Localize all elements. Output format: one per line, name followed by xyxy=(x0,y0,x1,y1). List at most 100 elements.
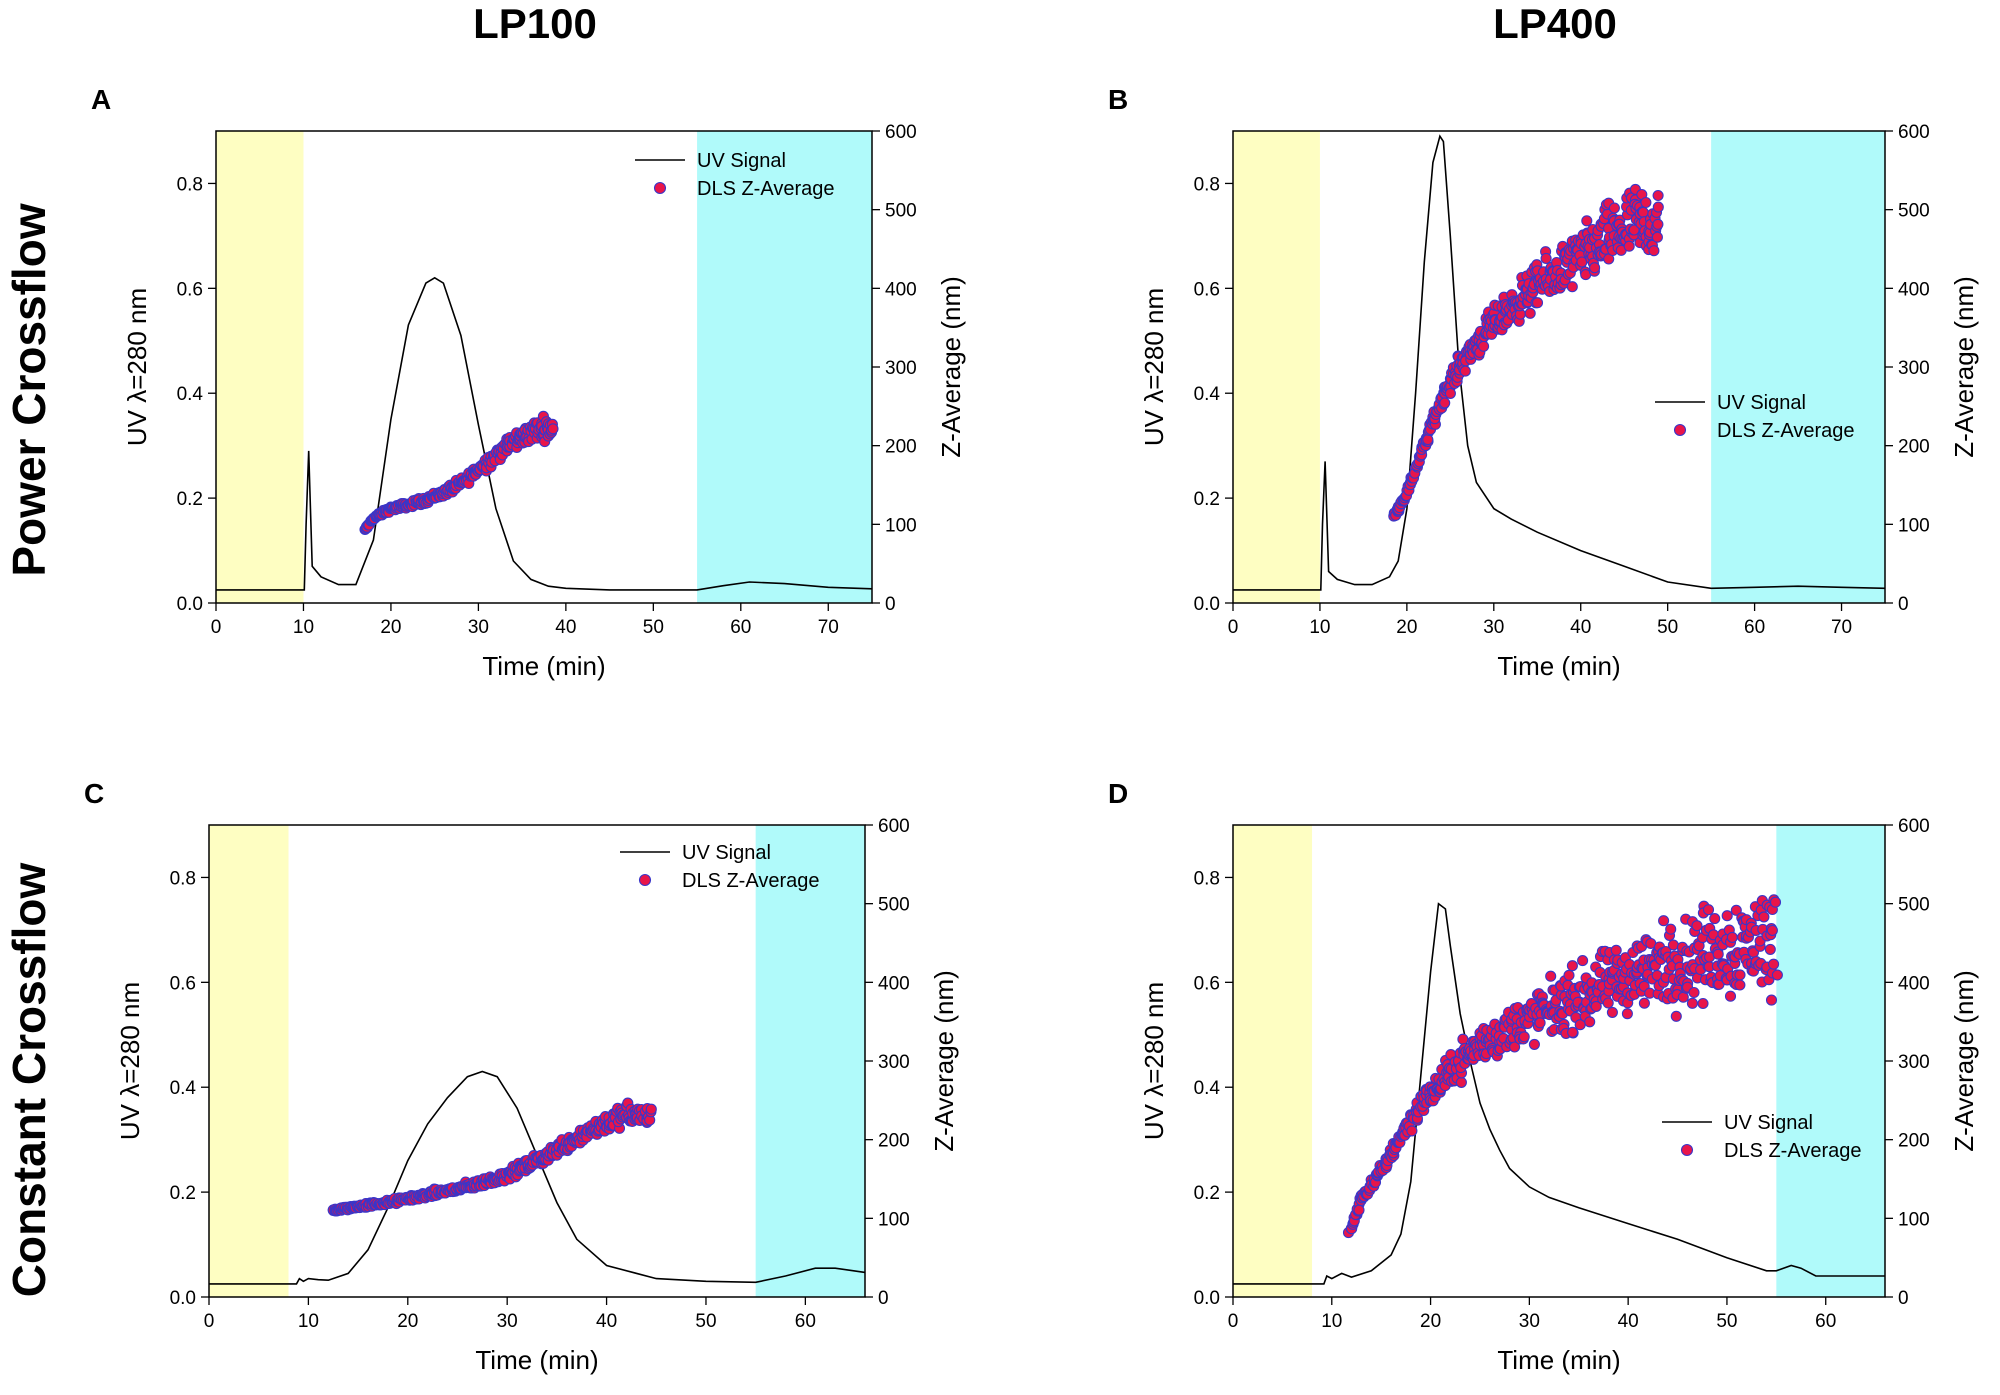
legend-dls-label: DLS Z-Average xyxy=(682,870,819,892)
y2-tick-label: 0 xyxy=(885,594,896,615)
x-tick-label: 20 xyxy=(1420,1311,1441,1332)
dls-point xyxy=(1721,910,1733,922)
dls-point xyxy=(1765,994,1778,1006)
y2-tick-label: 100 xyxy=(878,1209,910,1230)
y2-tick-label: 600 xyxy=(878,816,910,837)
dls-point xyxy=(1353,1204,1365,1216)
x-tick-label: 30 xyxy=(497,1311,518,1332)
y-tick-label: 0.8 xyxy=(1194,174,1220,195)
dls-point xyxy=(1726,931,1738,943)
y2-tick-label: 200 xyxy=(1898,1131,1930,1152)
y2-tick-label: 0 xyxy=(1898,1288,1909,1309)
y-axis-label: UV λ=280 nm xyxy=(122,288,152,446)
y2-tick-label: 500 xyxy=(885,201,917,222)
dls-point xyxy=(1709,913,1721,925)
x-tick-label: 20 xyxy=(380,617,401,638)
dls-point xyxy=(1545,970,1557,982)
y2-tick-label: 0 xyxy=(1898,594,1909,615)
dls-point xyxy=(645,1103,657,1115)
legend-uv-label: UV Signal xyxy=(1724,1112,1813,1134)
x-tick-label: 50 xyxy=(643,617,664,638)
x-tick-label: 70 xyxy=(818,617,839,638)
x-tick-label: 0 xyxy=(204,1311,215,1332)
y-tick-label: 0.0 xyxy=(1194,1288,1220,1309)
uv-signal-line xyxy=(1233,134,1886,591)
x-tick-label: 0 xyxy=(211,617,222,638)
dls-point xyxy=(1652,189,1664,202)
dls-point xyxy=(1667,939,1679,951)
dls-point xyxy=(1602,997,1614,1009)
dls-point xyxy=(1478,340,1490,352)
y-tick-label: 0.6 xyxy=(170,973,196,994)
dls-point xyxy=(1608,202,1620,214)
band-yellow xyxy=(1233,825,1313,1297)
dls-point xyxy=(1581,215,1593,227)
legend-dls-label: DLS Z-Average xyxy=(1717,420,1854,442)
dls-point xyxy=(1769,896,1782,908)
dls-point xyxy=(1566,960,1578,972)
dls-point xyxy=(1651,231,1663,243)
y2-tick-label: 400 xyxy=(885,279,917,300)
band-cyan xyxy=(1776,825,1885,1297)
dls-point xyxy=(1577,955,1589,967)
y2-tick-label: 400 xyxy=(878,973,910,994)
x-tick-label: 60 xyxy=(1815,1311,1836,1332)
dls-point xyxy=(1610,944,1622,956)
dls-point xyxy=(1457,1033,1469,1045)
legend-dls-swatch xyxy=(1680,1143,1694,1157)
x-tick-label: 40 xyxy=(1618,1311,1639,1332)
x-tick-label: 30 xyxy=(1519,1311,1540,1332)
uv-signal-line xyxy=(216,276,873,591)
y2-tick-label: 500 xyxy=(1898,895,1930,916)
legend-uv-label: UV Signal xyxy=(697,150,786,172)
dls-point xyxy=(1712,948,1724,960)
y-tick-label: 0.4 xyxy=(170,1078,197,1099)
dls-point xyxy=(1771,969,1783,981)
dls-point xyxy=(1531,297,1544,309)
dls-point xyxy=(1691,920,1703,932)
legend-uv-label: UV Signal xyxy=(1717,392,1806,414)
y2-tick-label: 400 xyxy=(1898,973,1930,994)
y2-tick-label: 600 xyxy=(1898,816,1930,837)
x-tick-label: 40 xyxy=(596,1311,617,1332)
band-cyan xyxy=(1711,131,1885,603)
x-axis-label: Time (min) xyxy=(1497,1345,1620,1375)
dls-point xyxy=(1540,252,1552,264)
uv-signal-line xyxy=(209,1070,866,1285)
dls-point xyxy=(1702,904,1715,916)
x-tick-label: 60 xyxy=(795,1311,816,1332)
dls-point xyxy=(1730,904,1742,916)
y-tick-label: 0.8 xyxy=(170,868,196,889)
y2-tick-label: 300 xyxy=(878,1052,910,1073)
legend-uv-label: UV Signal xyxy=(682,842,771,864)
x-axis-label: Time (min) xyxy=(482,651,605,681)
y-tick-label: 0.2 xyxy=(1194,489,1220,510)
x-tick-label: 30 xyxy=(1483,617,1504,638)
y2-tick-label: 0 xyxy=(878,1288,889,1309)
dls-point xyxy=(1648,245,1660,257)
dls-point xyxy=(1640,196,1652,209)
dls-point xyxy=(1459,365,1471,377)
dls-point xyxy=(1724,990,1737,1002)
y2-tick-label: 300 xyxy=(885,358,917,379)
x-tick-label: 10 xyxy=(1321,1311,1342,1332)
dls-point xyxy=(1534,1017,1546,1029)
x-tick-label: 10 xyxy=(293,617,314,638)
y2-tick-label: 600 xyxy=(1898,122,1930,143)
dls-point xyxy=(1766,924,1778,936)
y2-tick-label: 100 xyxy=(1898,1209,1930,1230)
y-tick-label: 0.2 xyxy=(170,1183,196,1204)
chart-panel-c: 0 10 20 30 40 50 60 0.0 0.2 0.4 0.6 0.8 0 100 200 300 40… xyxy=(84,778,959,1375)
y2-tick-label: 300 xyxy=(1898,358,1930,379)
dls-point xyxy=(1665,923,1677,935)
band-cyan xyxy=(697,131,872,603)
band-cyan xyxy=(755,825,865,1297)
dls-point xyxy=(1584,1016,1596,1028)
dls-point xyxy=(1509,1041,1521,1053)
legend-dls-swatch xyxy=(638,873,652,887)
y2-tick-label: 600 xyxy=(885,122,917,143)
band-yellow xyxy=(209,825,289,1297)
dls-point xyxy=(1455,1076,1467,1088)
chart-panels: 0 10 20 30 40 50 60 700.00.20.40.60.80100200300… xyxy=(84,84,1979,1375)
dls-point xyxy=(547,423,559,435)
